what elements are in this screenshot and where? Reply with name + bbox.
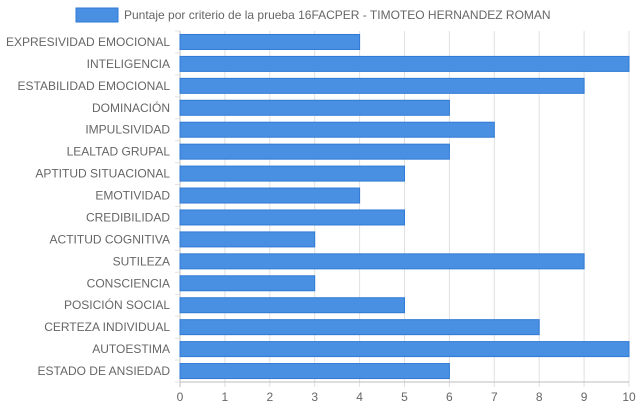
bar[interactable] xyxy=(179,55,630,72)
bar[interactable] xyxy=(179,209,405,226)
x-tick-label: 7 xyxy=(491,390,498,404)
y-tick-label: AUTOESTIMA xyxy=(92,342,170,356)
y-tick-label: SUTILEZA xyxy=(113,254,170,268)
bar[interactable] xyxy=(179,275,316,292)
bar[interactable] xyxy=(179,165,405,182)
bar[interactable] xyxy=(179,319,540,336)
x-tick-label: 10 xyxy=(622,390,636,404)
y-axis-labels: EXPRESIVIDAD EMOCIONAL INTELIGENCIA ESTABI… xyxy=(6,35,170,378)
y-tick-label: ACTITUD COGNITIVA xyxy=(50,232,170,246)
y-tick-label: IMPULSIVIDAD xyxy=(85,123,170,137)
y-tick-label: DOMINACIÓN xyxy=(92,100,170,115)
x-tick-label: 4 xyxy=(356,390,363,404)
y-tick-label: CREDIBILIDAD xyxy=(86,210,170,224)
y-tick-label: EXPRESIVIDAD EMOCIONAL xyxy=(6,35,170,49)
y-tick-label: CONSCIENCIA xyxy=(87,276,170,290)
y-tick-label: APTITUD SITUACIONAL xyxy=(35,167,170,181)
x-tick-label: 3 xyxy=(311,390,318,404)
y-tick-label: LEALTAD GRUPAL xyxy=(67,145,171,159)
bars xyxy=(179,33,630,380)
y-tick-label: INTELIGENCIA xyxy=(87,57,170,71)
y-tick-label: POSICIÓN SOCIAL xyxy=(64,297,170,312)
bar[interactable] xyxy=(179,231,316,248)
bar[interactable] xyxy=(179,33,361,50)
x-tick-label: 6 xyxy=(446,390,453,404)
legend[interactable]: Puntaje por criterio de la prueba 16FACP… xyxy=(75,7,551,23)
bar[interactable] xyxy=(179,363,450,380)
x-tick-label: 9 xyxy=(581,390,588,404)
bar[interactable] xyxy=(179,253,585,270)
bar[interactable] xyxy=(179,341,630,358)
x-tick-label: 2 xyxy=(266,390,273,404)
y-tick-label: ESTADO DE ANSIEDAD xyxy=(38,364,171,378)
x-tick-label: 0 xyxy=(177,390,184,404)
x-axis-labels: 0 1 2 3 4 5 6 7 8 9 10 xyxy=(177,390,636,404)
bar[interactable] xyxy=(179,77,585,94)
legend-label: Puntaje por criterio de la prueba 16FACP… xyxy=(124,8,551,22)
x-tick-label: 5 xyxy=(401,390,408,404)
y-tick-label: EMOTIVIDAD xyxy=(95,189,170,203)
x-tick-label: 1 xyxy=(222,390,229,404)
x-tick-label: 8 xyxy=(536,390,543,404)
bar[interactable] xyxy=(179,99,450,116)
bar[interactable] xyxy=(179,187,361,204)
bar[interactable] xyxy=(179,121,495,138)
y-tick-label: ESTABILIDAD EMOCIONAL xyxy=(18,79,171,93)
bar[interactable] xyxy=(179,143,450,160)
bar[interactable] xyxy=(179,297,405,314)
y-tick-label: CERTEZA INDIVIDUAL xyxy=(44,320,170,334)
legend-swatch xyxy=(75,7,119,23)
